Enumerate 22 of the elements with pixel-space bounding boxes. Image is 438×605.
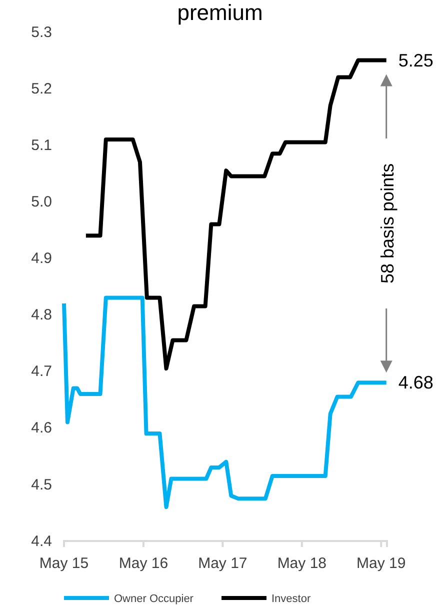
chart-title: premium bbox=[177, 0, 263, 25]
x-tick-label: May 15 bbox=[39, 555, 89, 572]
y-tick-label: 4.9 bbox=[31, 250, 52, 268]
y-tick-label: 4.6 bbox=[31, 420, 52, 437]
y-tick-label: 4.8 bbox=[31, 306, 52, 324]
y-tick-label: 4.4 bbox=[31, 532, 52, 550]
line-series bbox=[62, 296, 388, 510]
x-tick-label: May 18 bbox=[277, 555, 327, 572]
x-tick-label: May 19 bbox=[356, 555, 406, 572]
annotation: 58 basis points bbox=[377, 163, 398, 284]
y-tick-label: 5.2 bbox=[31, 80, 52, 98]
y-tick-label: 5.0 bbox=[31, 193, 52, 210]
annotation: 4.68 bbox=[398, 372, 434, 393]
legend-label: Owner Occupier bbox=[114, 593, 194, 605]
legend-label: Investor bbox=[271, 593, 311, 605]
y-tick-label: 5.3 bbox=[31, 24, 52, 41]
annotation: 5.25 bbox=[398, 50, 434, 70]
y-tick-label: 4.5 bbox=[31, 476, 52, 494]
x-tick-label: May 16 bbox=[118, 555, 168, 572]
y-tick-label: 4.7 bbox=[31, 363, 52, 380]
y-tick-label: 5.1 bbox=[31, 136, 52, 154]
x-tick-label: May 17 bbox=[198, 555, 248, 572]
